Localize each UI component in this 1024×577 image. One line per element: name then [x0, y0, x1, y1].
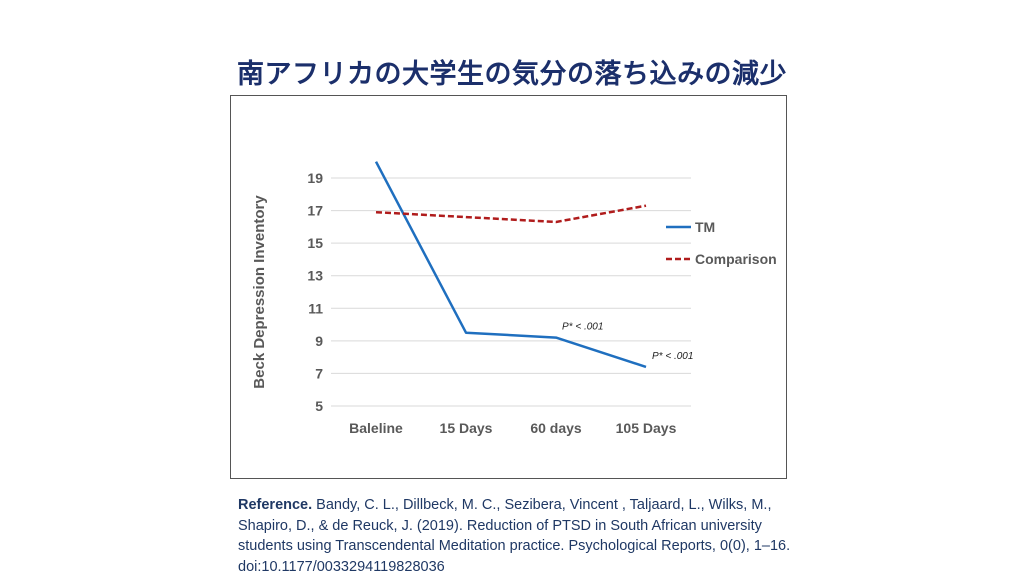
- line-chart: 5 7 9 11 13 15 17 19 Baleline 15 Days 60 days 105 D…: [231, 96, 788, 480]
- reference: Reference. Bandy, C. L., Dillbeck, M. C.…: [238, 495, 798, 577]
- y-axis-label: Beck Depression Inventory: [251, 195, 268, 389]
- reference-text: Bandy, C. L., Dillbeck, M. C., Sezibera,…: [238, 497, 790, 575]
- series-line-tm: [376, 162, 646, 367]
- y-tick-label: 13: [307, 268, 323, 284]
- y-tick-label: 17: [307, 203, 323, 219]
- series-line-comparison: [376, 206, 646, 222]
- y-tick-label: 15: [307, 235, 323, 251]
- annotation-p-value: P* < .001: [562, 322, 603, 333]
- x-tick-label: 15 Days: [440, 420, 493, 436]
- x-tick-label: 105 Days: [616, 420, 677, 436]
- annotation-p-value: P* < .001: [652, 351, 693, 362]
- chart-frame: 5 7 9 11 13 15 17 19 Baleline 15 Days 60 days 105 D…: [230, 95, 787, 479]
- slide-title: 南アフリカの大学生の気分の落ち込みの減少: [0, 52, 1024, 91]
- reference-label: Reference.: [238, 497, 312, 513]
- x-tick-label: 60 days: [530, 420, 582, 436]
- legend-label: Comparison: [695, 251, 777, 267]
- legend-label: TM: [695, 219, 715, 235]
- y-tick-label: 9: [315, 333, 323, 349]
- x-tick-label: Baleline: [349, 420, 403, 436]
- y-tick-label: 11: [308, 300, 323, 316]
- y-tick-label: 5: [315, 398, 323, 414]
- y-tick-label: 19: [307, 170, 323, 186]
- y-tick-label: 7: [315, 365, 323, 381]
